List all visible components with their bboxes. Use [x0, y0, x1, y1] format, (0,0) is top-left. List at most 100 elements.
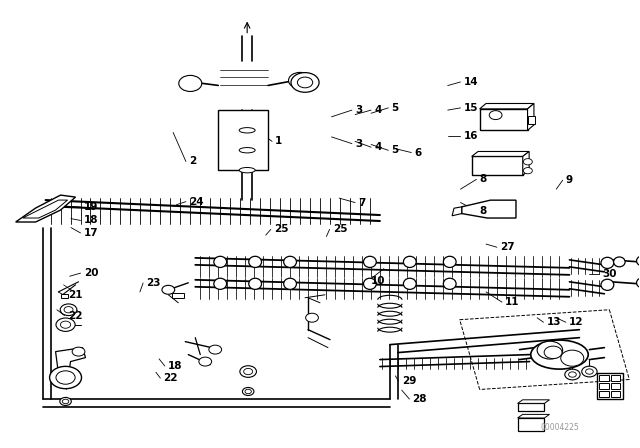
Circle shape	[72, 347, 85, 356]
Circle shape	[564, 369, 580, 380]
Text: 7: 7	[358, 198, 365, 207]
Ellipse shape	[531, 340, 588, 369]
Text: 12: 12	[569, 317, 584, 327]
Text: 21: 21	[68, 290, 83, 301]
Circle shape	[524, 159, 532, 165]
Polygon shape	[527, 103, 534, 130]
Text: 14: 14	[464, 77, 478, 87]
Text: 18: 18	[168, 361, 182, 371]
Circle shape	[586, 369, 593, 374]
Circle shape	[306, 313, 319, 322]
Polygon shape	[479, 109, 527, 130]
Text: 6: 6	[415, 147, 422, 158]
Circle shape	[243, 388, 254, 396]
Text: 20: 20	[84, 268, 98, 278]
Text: 10: 10	[371, 276, 385, 286]
Text: 30: 30	[602, 269, 617, 279]
Polygon shape	[518, 414, 550, 418]
Bar	[611, 391, 620, 397]
Text: 13: 13	[547, 317, 561, 327]
Ellipse shape	[403, 278, 416, 289]
Ellipse shape	[214, 278, 227, 289]
Circle shape	[568, 372, 576, 377]
Ellipse shape	[537, 341, 563, 359]
Circle shape	[244, 368, 253, 375]
Circle shape	[60, 321, 70, 328]
Text: 25: 25	[274, 224, 289, 234]
Ellipse shape	[284, 278, 296, 289]
Text: 5: 5	[392, 145, 399, 155]
Text: 29: 29	[402, 376, 416, 386]
Text: 9: 9	[566, 175, 573, 185]
Ellipse shape	[239, 128, 255, 133]
Text: 8: 8	[479, 206, 487, 215]
Ellipse shape	[637, 256, 640, 266]
Circle shape	[49, 366, 81, 389]
Circle shape	[245, 389, 252, 394]
Circle shape	[199, 357, 212, 366]
Text: 2: 2	[189, 156, 196, 167]
Polygon shape	[518, 400, 550, 403]
Text: 18: 18	[84, 215, 98, 225]
Ellipse shape	[601, 279, 614, 290]
Text: 15: 15	[464, 103, 478, 113]
Polygon shape	[518, 418, 545, 431]
Circle shape	[291, 73, 319, 92]
Polygon shape	[56, 348, 86, 375]
Text: 3: 3	[355, 138, 362, 149]
Ellipse shape	[214, 256, 227, 267]
Circle shape	[289, 73, 312, 89]
Text: 24: 24	[189, 197, 204, 207]
Circle shape	[64, 306, 73, 313]
Text: 3: 3	[355, 105, 362, 115]
Ellipse shape	[364, 256, 376, 267]
Polygon shape	[461, 200, 516, 218]
Text: 1: 1	[275, 136, 282, 146]
Circle shape	[60, 304, 77, 315]
Bar	[61, 294, 68, 298]
Ellipse shape	[249, 256, 262, 267]
Text: 17: 17	[84, 228, 99, 238]
Ellipse shape	[284, 256, 296, 267]
Circle shape	[56, 371, 75, 384]
Text: 25: 25	[333, 224, 348, 234]
Polygon shape	[518, 403, 545, 411]
Circle shape	[561, 350, 584, 366]
Polygon shape	[472, 156, 523, 175]
Ellipse shape	[637, 278, 640, 288]
Circle shape	[209, 345, 221, 354]
Text: 23: 23	[147, 278, 161, 288]
Polygon shape	[22, 200, 68, 218]
Text: 16: 16	[464, 130, 478, 141]
Bar	[600, 383, 609, 389]
Bar	[598, 373, 623, 399]
Ellipse shape	[239, 168, 255, 173]
Text: 19: 19	[84, 202, 98, 212]
Circle shape	[62, 399, 68, 404]
Bar	[218, 110, 268, 170]
Ellipse shape	[444, 278, 456, 289]
Circle shape	[60, 397, 71, 405]
Text: 8: 8	[479, 174, 487, 184]
Circle shape	[489, 111, 502, 120]
Ellipse shape	[403, 256, 416, 267]
Text: 4: 4	[374, 142, 381, 152]
Text: 22: 22	[68, 310, 83, 321]
Circle shape	[56, 318, 75, 332]
Circle shape	[298, 77, 313, 88]
Text: 28: 28	[413, 394, 427, 404]
Text: 11: 11	[505, 297, 520, 307]
Polygon shape	[523, 151, 529, 175]
Ellipse shape	[444, 256, 456, 267]
Bar	[172, 293, 184, 298]
Bar	[600, 375, 609, 381]
Ellipse shape	[601, 257, 614, 268]
Circle shape	[582, 366, 597, 377]
Circle shape	[179, 75, 202, 91]
Circle shape	[162, 285, 175, 294]
Text: 5: 5	[392, 103, 399, 113]
Bar	[600, 391, 609, 397]
Ellipse shape	[614, 257, 625, 267]
Ellipse shape	[364, 278, 376, 289]
Polygon shape	[15, 195, 76, 222]
